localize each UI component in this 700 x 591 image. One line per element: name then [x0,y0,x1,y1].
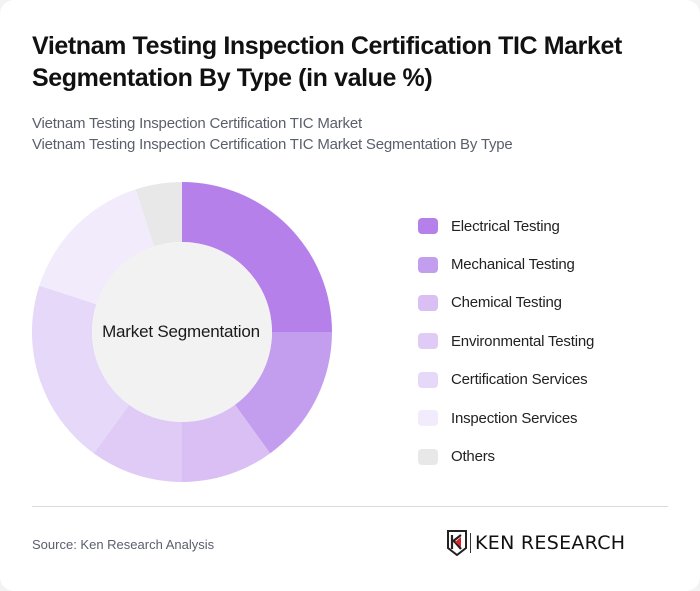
legend-item: Others [418,437,594,475]
legend-swatch-icon [418,294,438,311]
legend-label: Mechanical Testing [451,256,575,274]
legend-label: Certification Services [451,371,588,389]
donut-slice-mechanical-testing [234,332,332,454]
legend-item: Mechanical Testing [418,245,594,283]
donut-slice-electrical-testing [182,182,332,332]
legend-item: Certification Services [418,361,594,399]
logo-text: KEN RESEARCH [475,532,626,554]
legend-item: Electrical Testing [418,207,594,245]
legend-label: Inspection Services [451,409,578,427]
donut-slice-certification-services [31,285,130,454]
legend-swatch-icon [418,448,438,465]
legend-swatch-icon [418,410,438,427]
legend-swatch-icon [418,333,438,350]
ken-shield-icon [447,530,467,556]
subtitle-line-1: Vietnam Testing Inspection Certification… [32,115,362,132]
legend-swatch-icon [418,256,438,273]
chart-subtitle: Vietnam Testing Inspection Certification… [32,113,513,155]
ken-research-logo: KEN RESEARCH [447,530,625,556]
donut-slice-chemical-testing [182,404,271,482]
legend-item: Environmental Testing [418,322,594,360]
donut-slice-environmental-testing [93,404,182,482]
subtitle-line-2: Vietnam Testing Inspection Certification… [32,136,513,153]
donut-slice-inspection-services [39,189,155,305]
donut-slice-others [135,182,182,247]
donut-hole [92,242,272,422]
legend-swatch-icon [418,218,438,235]
legend-swatch-icon [418,371,438,388]
footer-divider [32,506,668,507]
legend-item: Inspection Services [418,399,594,437]
legend-label: Environmental Testing [451,332,595,350]
legend-item: Chemical Testing [418,284,594,322]
legend-label: Others [451,448,495,466]
donut-chart [31,182,332,482]
chart-legend: Electrical Testing Mechanical Testing Ch… [418,207,594,476]
donut-center-label: Market Segmentation [102,322,260,341]
source-note: Source: Ken Research Analysis [32,537,215,552]
legend-label: Electrical Testing [451,217,560,235]
legend-label: Chemical Testing [451,294,562,312]
logo-separator [470,533,471,553]
chart-title: Vietnam Testing Inspection Certification… [32,32,622,92]
